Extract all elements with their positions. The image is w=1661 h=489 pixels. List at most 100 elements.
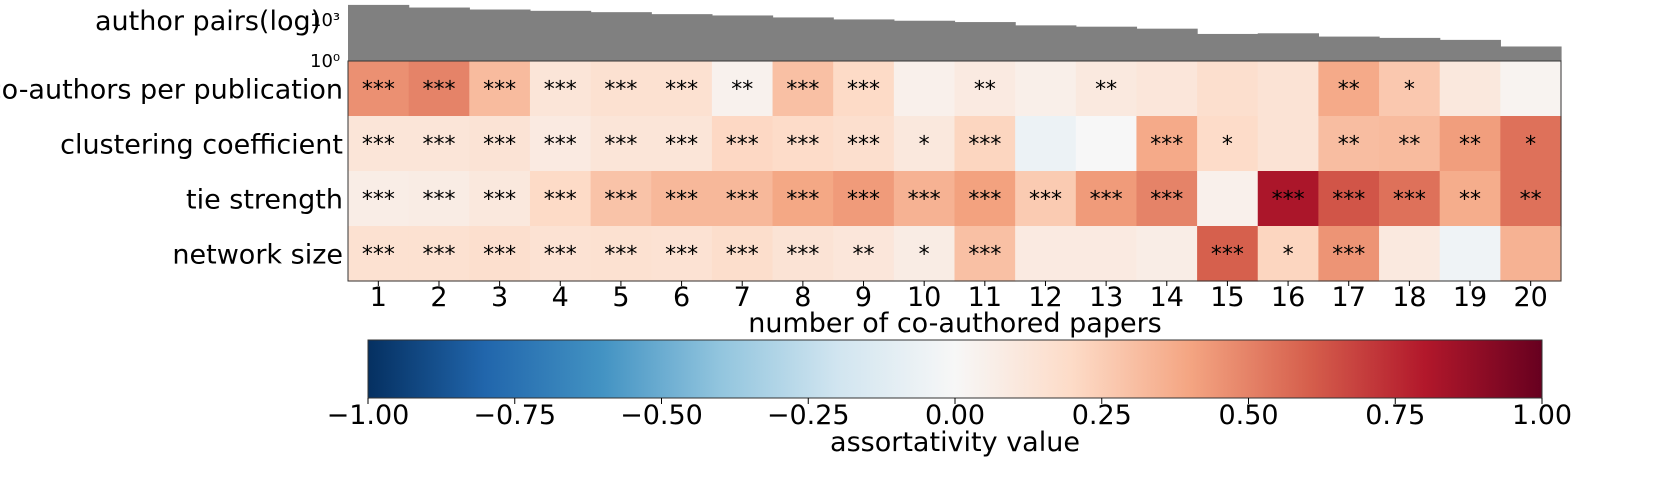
x-tick-label: 18: [1392, 282, 1426, 313]
heatmap-cell: [408, 171, 470, 227]
heatmap-cell: [1500, 116, 1562, 172]
heatmap-cell: [651, 171, 713, 227]
x-tick-label: 5: [612, 282, 629, 313]
heatmap-cell: [893, 116, 956, 172]
heatmap-cell: [1318, 226, 1380, 282]
significance-label: ***: [1211, 243, 1244, 268]
colorbar-tick-label: −0.75: [473, 400, 556, 431]
significance-label: ***: [422, 133, 455, 158]
heatmap-cell: [1136, 116, 1198, 172]
significance-label: **: [1095, 78, 1117, 103]
heatmap-cell: [651, 116, 713, 172]
significance-label: ***: [665, 188, 698, 213]
heatmap-cell: [1439, 226, 1501, 282]
heatmap-cell: [1257, 61, 1319, 117]
histogram-bar: [590, 12, 652, 61]
histogram-bar: [1197, 33, 1259, 61]
significance-label: ***: [1332, 243, 1365, 268]
heatmap-cell: [408, 61, 470, 117]
histogram-label: author pairs(log): [95, 6, 321, 37]
colorbar-panel: −1.00 −0.75 −0.50 −0.25 0.00 0.25 0.50 0.75 1.00…: [327, 339, 1572, 458]
significance-label: ***: [422, 243, 455, 268]
heatmap-cell: [469, 61, 531, 117]
significance-label: *: [919, 243, 930, 268]
histogram-bar: [954, 22, 1016, 62]
heatmap-cell: [408, 116, 470, 172]
heatmap-cell: [1015, 61, 1077, 117]
colorbar-tick-label: −0.25: [767, 400, 850, 431]
significance-label: ***: [726, 188, 759, 213]
heatmap-cell: [1075, 116, 1138, 172]
x-tick-label: 1: [370, 282, 387, 313]
significance-label: ***: [544, 78, 577, 103]
histogram-bar: [529, 10, 592, 61]
significance-label: ***: [665, 78, 698, 103]
row-label: tie strength: [186, 185, 343, 216]
x-tick-label: 14: [1150, 282, 1184, 313]
heatmap-cell: [772, 116, 834, 172]
colorbar-title: assortativity value: [830, 427, 1080, 458]
histogram-bar: [893, 20, 956, 62]
heatmap-cell: [1439, 61, 1501, 117]
heatmap-panel: *** *** *** *** *** *** ** *** *** ** ** ** *co-auth…: [0, 60, 1562, 339]
histogram-bar: [833, 19, 895, 62]
significance-label: ***: [1272, 188, 1305, 213]
significance-label: *: [1222, 133, 1233, 158]
heatmap-cell: [1197, 116, 1259, 172]
histogram-bar: [1439, 39, 1501, 61]
heatmap-cell: [711, 226, 774, 282]
heatmap-cell: [408, 226, 470, 282]
x-tick-label: 13: [1089, 282, 1123, 313]
significance-label: **: [1338, 133, 1360, 158]
heatmap-cell: [590, 116, 652, 172]
heatmap-cell: [1015, 116, 1077, 172]
x-tick-label: 4: [552, 282, 569, 313]
heatmap-cell: [1379, 116, 1441, 172]
significance-label: ***: [665, 243, 698, 268]
heatmap-cell: [833, 226, 895, 282]
row-label: clustering coefficient: [60, 130, 343, 161]
heatmap-cell: [1197, 171, 1259, 227]
x-tick-label: 17: [1332, 282, 1366, 313]
significance-label: ***: [847, 188, 880, 213]
heatmap-cell: [529, 116, 592, 172]
significance-label: ***: [422, 78, 455, 103]
significance-label: ***: [786, 188, 819, 213]
heatmap-cell: [1439, 171, 1501, 227]
colorbar-tick-label: −0.50: [620, 400, 703, 431]
heatmap-cell: [1500, 226, 1562, 282]
significance-label: **: [1459, 133, 1481, 158]
colorbar-tick-label: 0.50: [1218, 400, 1278, 431]
histogram-panel: author pairs(log)10³ 10⁰: [95, 4, 1562, 72]
significance-label: ***: [483, 133, 516, 158]
x-tick-label: 2: [430, 282, 447, 313]
significance-label: *: [1404, 78, 1415, 103]
colorbar-tick-label: 0.00: [925, 400, 985, 431]
heatmap-cell: [833, 171, 895, 227]
heatmap-cell: [954, 61, 1016, 117]
heatmap-cell: [772, 61, 834, 117]
histogram-bar: [711, 15, 774, 62]
heatmap-cell: [1075, 61, 1138, 117]
row-label: network size: [172, 240, 343, 271]
heatmap-frame: [347, 60, 1562, 282]
significance-label: ***: [968, 133, 1001, 158]
x-tick-label: 10: [907, 282, 941, 313]
heatmap-cell: [348, 171, 410, 227]
histogram-bar: [772, 17, 834, 61]
heatmap-cell: [1197, 226, 1259, 282]
heatmap-cell: [1257, 116, 1319, 172]
heatmap-cell: [1015, 226, 1077, 282]
heatmap-cell: [711, 116, 774, 172]
histogram-bar: [1500, 46, 1562, 61]
significance-label: ***: [604, 243, 637, 268]
significance-label: ***: [726, 133, 759, 158]
heatmap-cell: [1318, 171, 1380, 227]
x-tick-label: 19: [1453, 282, 1487, 313]
significance-label: ***: [786, 78, 819, 103]
histogram-bar: [1075, 26, 1138, 61]
x-tick-label: 12: [1028, 282, 1062, 313]
histogram-bar: [1015, 25, 1077, 61]
x-axis-title: number of co-authored papers: [748, 308, 1162, 339]
